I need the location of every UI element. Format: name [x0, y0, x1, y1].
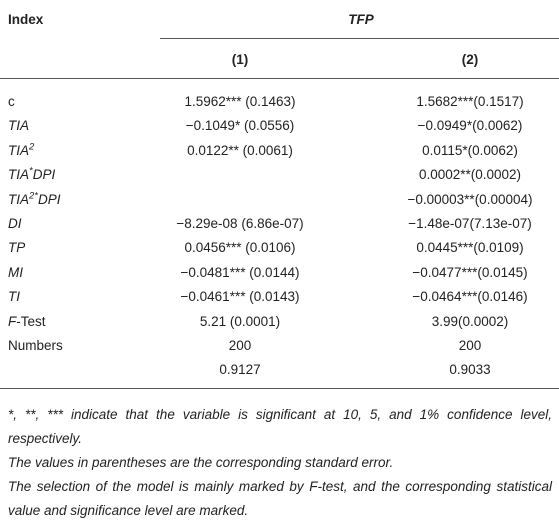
group-header: TFP: [348, 12, 374, 27]
cell: 0.0445***(0.0109): [416, 240, 524, 256]
cell: 5.21 (0.0001): [199, 313, 281, 329]
row-label: TIA2: [8, 142, 34, 160]
cell: −0.0461*** (0.0143): [180, 289, 300, 305]
cell: 0.0456*** (0.0106): [184, 240, 296, 256]
row-label: Numbers: [8, 337, 63, 355]
label-part: -Test: [16, 313, 46, 329]
cell: −0.0464***(0.0146): [412, 289, 528, 305]
label-part: TIA: [8, 118, 30, 134]
label-part: MI: [8, 264, 23, 280]
label-part: c: [8, 94, 15, 109]
cell: −1.48e-07(7.13e-07): [408, 216, 532, 231]
label-part: *: [29, 165, 33, 177]
cell: −0.0477***(0.0145): [412, 264, 528, 280]
cell: 1.5962*** (0.1463): [184, 94, 296, 109]
label-part: DPI: [38, 191, 61, 207]
rule: [0, 78, 559, 79]
label-part: TIA: [8, 167, 30, 183]
cell: 0.0122** (0.0061): [187, 142, 293, 158]
column-header: (1): [231, 52, 249, 67]
note: The values in parentheses are the corres…: [8, 455, 394, 470]
row-label: MI: [8, 264, 23, 282]
cell: −0.0481*** (0.0144): [180, 264, 300, 280]
cell: −8.29e-08 (6.86e-07): [176, 216, 304, 231]
column-header: (2): [461, 52, 479, 67]
row-label: TI: [8, 288, 20, 306]
cell: 3.99(0.0002): [431, 313, 509, 329]
notes: *, **, *** indicate that the variable is…: [8, 403, 552, 523]
cell: 200: [458, 338, 482, 353]
cell: 0.9033: [449, 362, 491, 378]
rule: [0, 388, 559, 389]
cell: 200: [228, 338, 252, 353]
index-header: Index: [8, 12, 44, 27]
row-label: TP: [8, 239, 25, 257]
row-label: c: [8, 93, 15, 111]
cell: 0.9127: [219, 362, 261, 378]
cell: 0.0002**(0.0002): [418, 167, 522, 183]
label-part: TI: [8, 289, 20, 305]
note: *, **, *** indicate that the variable is…: [8, 407, 552, 446]
label-part: Numbers: [8, 338, 63, 353]
row-label: TIA*DPI: [8, 166, 55, 184]
label-part: DPI: [32, 167, 56, 183]
label-part: TIA: [8, 191, 30, 207]
cell: −0.1049* (0.0556): [185, 118, 295, 134]
label-part: 2: [29, 141, 35, 153]
row-label: DI: [8, 215, 22, 233]
cell: 0.0115*(0.0062): [422, 142, 518, 158]
cell: −0.00003**(0.00004): [407, 191, 533, 207]
row-label: F-Test: [8, 313, 46, 331]
label-part: 2*: [29, 190, 38, 202]
rule: [160, 38, 559, 39]
label-part: DI: [8, 216, 22, 231]
note: The selection of the model is mainly mar…: [8, 479, 552, 518]
label-part: TIA: [8, 142, 30, 158]
cell: 1.5682***(0.1517): [416, 94, 524, 109]
row-label: TIA2*DPI: [8, 191, 61, 209]
cell: −0.0949*(0.0062): [417, 118, 523, 134]
row-label: TIA: [8, 117, 29, 135]
label-part: TP: [8, 240, 26, 256]
label-part: F: [8, 313, 17, 329]
